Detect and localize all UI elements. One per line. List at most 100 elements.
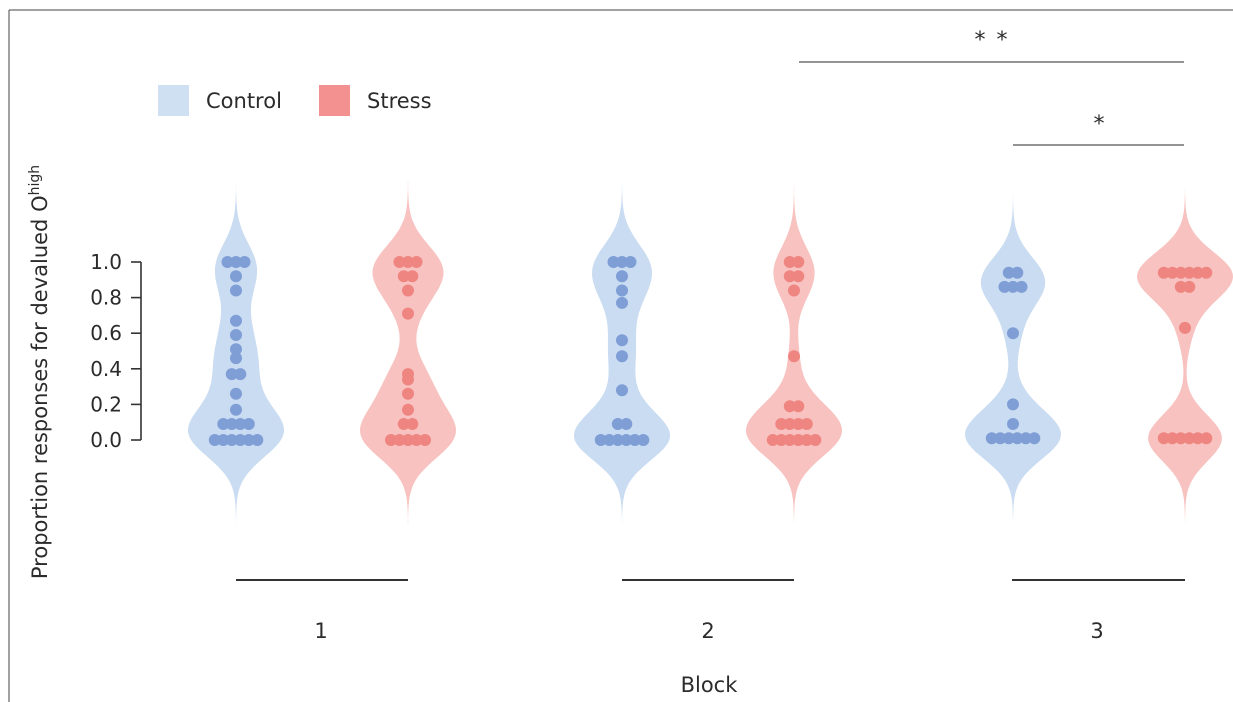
data-point-stress-block-3 (1179, 321, 1191, 334)
data-point-stress-block-2 (792, 270, 805, 283)
data-point-stress-block-2 (792, 400, 805, 413)
data-point-control-block-1 (230, 284, 242, 297)
data-point-stress-block-3 (1183, 266, 1196, 279)
data-point-control-block-1 (225, 368, 238, 381)
block-2-label: 2 (701, 619, 714, 643)
data-point-stress-block-1 (393, 434, 406, 446)
data-point-control-block-1 (225, 434, 238, 446)
data-point-stress-block-2 (800, 418, 813, 430)
data-point-stress-block-2 (809, 434, 822, 446)
data-point-control-block-1 (230, 256, 242, 268)
data-point-stress-block-3 (1174, 432, 1187, 445)
significance-annotations: * * * (799, 28, 1184, 146)
data-point-stress-block-2 (775, 434, 788, 446)
points-layer (208, 256, 1213, 446)
x-axis-title: Block (681, 673, 739, 697)
legend-control-swatch (158, 85, 189, 116)
data-point-control-block-1 (230, 403, 242, 416)
data-point-stress-block-1 (393, 256, 406, 268)
data-point-control-block-2 (611, 434, 624, 446)
data-point-stress-block-2 (792, 418, 805, 430)
data-point-stress-block-3 (1157, 266, 1170, 279)
y-axis: 0.0 0.2 0.4 0.6 0.8 1.0 (90, 250, 142, 452)
data-point-control-block-1 (230, 329, 242, 341)
y-axis-title: Proportion responses for devalued Ohigh (27, 165, 52, 579)
y-axis-title-superscript: high (27, 165, 43, 196)
data-point-control-block-1 (225, 418, 238, 430)
data-point-control-block-2 (594, 434, 607, 446)
data-point-stress-block-1 (402, 284, 414, 297)
violin-stress-block-3 (1137, 173, 1233, 529)
data-point-stress-block-3 (1191, 266, 1204, 279)
violin-control-block-3 (965, 173, 1061, 529)
data-point-stress-block-1 (410, 256, 423, 268)
y-tick-label: 1.0 (90, 250, 122, 274)
data-point-stress-block-1 (406, 418, 419, 430)
data-point-control-block-2 (607, 256, 620, 268)
data-point-control-block-2 (624, 256, 637, 268)
data-point-stress-block-3 (1191, 432, 1204, 445)
data-point-control-block-3 (1007, 418, 1019, 430)
data-point-control-block-3 (1007, 327, 1019, 340)
data-point-control-block-2 (637, 434, 650, 446)
data-point-control-block-2 (620, 434, 633, 446)
data-point-control-block-3 (1028, 432, 1041, 445)
block-1-label: 1 (314, 619, 327, 643)
data-point-stress-block-2 (788, 350, 800, 363)
significance-label-single-star: * (1094, 112, 1107, 137)
data-point-control-block-3 (1011, 432, 1024, 445)
data-point-control-block-2 (616, 334, 628, 347)
data-point-control-block-3 (1015, 280, 1028, 293)
data-point-control-block-1 (217, 434, 230, 446)
data-point-stress-block-2 (792, 434, 805, 446)
data-point-control-block-3 (1007, 398, 1019, 411)
y-tick-label: 0.2 (90, 392, 122, 416)
data-point-control-block-1 (208, 434, 221, 446)
block-3-label: 3 (1090, 619, 1103, 643)
data-point-stress-block-1 (419, 434, 431, 446)
data-point-control-block-2 (616, 296, 628, 309)
data-point-control-block-1 (230, 387, 242, 400)
data-point-stress-block-1 (406, 270, 419, 283)
data-point-stress-block-1 (402, 256, 414, 268)
data-point-stress-block-1 (397, 418, 410, 430)
data-point-control-block-2 (611, 418, 624, 430)
data-point-stress-block-2 (766, 434, 779, 446)
data-point-control-block-1 (242, 418, 255, 430)
data-point-control-block-1 (242, 434, 255, 446)
legend-control-label: Control (206, 89, 282, 113)
legend-stress-swatch (319, 85, 350, 116)
violin-stress-block-1 (360, 173, 456, 529)
data-point-stress-block-1 (397, 270, 410, 283)
data-point-stress-block-1 (410, 434, 423, 446)
data-point-stress-block-2 (783, 270, 796, 283)
violins-layer (188, 173, 1233, 529)
y-axis-title-main: Proportion responses for devalued O (28, 195, 52, 579)
data-point-control-block-2 (603, 434, 616, 446)
data-point-stress-block-1 (402, 387, 414, 400)
data-point-stress-block-3 (1200, 266, 1213, 279)
data-point-control-block-3 (1019, 432, 1032, 445)
data-point-stress-block-2 (788, 284, 800, 297)
data-point-stress-block-1 (402, 368, 414, 381)
data-point-control-block-3 (998, 280, 1011, 293)
data-point-stress-block-2 (792, 256, 805, 268)
data-point-stress-block-3 (1157, 432, 1170, 445)
data-point-control-block-2 (620, 418, 633, 430)
data-point-stress-block-2 (783, 400, 796, 413)
data-point-control-block-3 (994, 432, 1007, 445)
data-point-control-block-2 (616, 270, 628, 283)
data-point-control-block-2 (616, 256, 628, 268)
legend-stress-label: Stress (367, 89, 432, 113)
data-point-control-block-1 (251, 434, 264, 446)
data-point-control-block-3 (1007, 280, 1019, 293)
data-point-stress-block-3 (1174, 280, 1187, 293)
data-point-control-block-1 (234, 368, 247, 381)
data-point-control-block-2 (628, 434, 641, 446)
data-point-stress-block-1 (402, 403, 414, 416)
y-ticks: 0.0 0.2 0.4 0.6 0.8 1.0 (90, 250, 141, 452)
data-point-control-block-3 (985, 432, 998, 445)
y-tick-label: 0.4 (90, 357, 122, 381)
data-point-stress-block-2 (783, 418, 796, 430)
data-point-control-block-3 (1002, 432, 1015, 445)
